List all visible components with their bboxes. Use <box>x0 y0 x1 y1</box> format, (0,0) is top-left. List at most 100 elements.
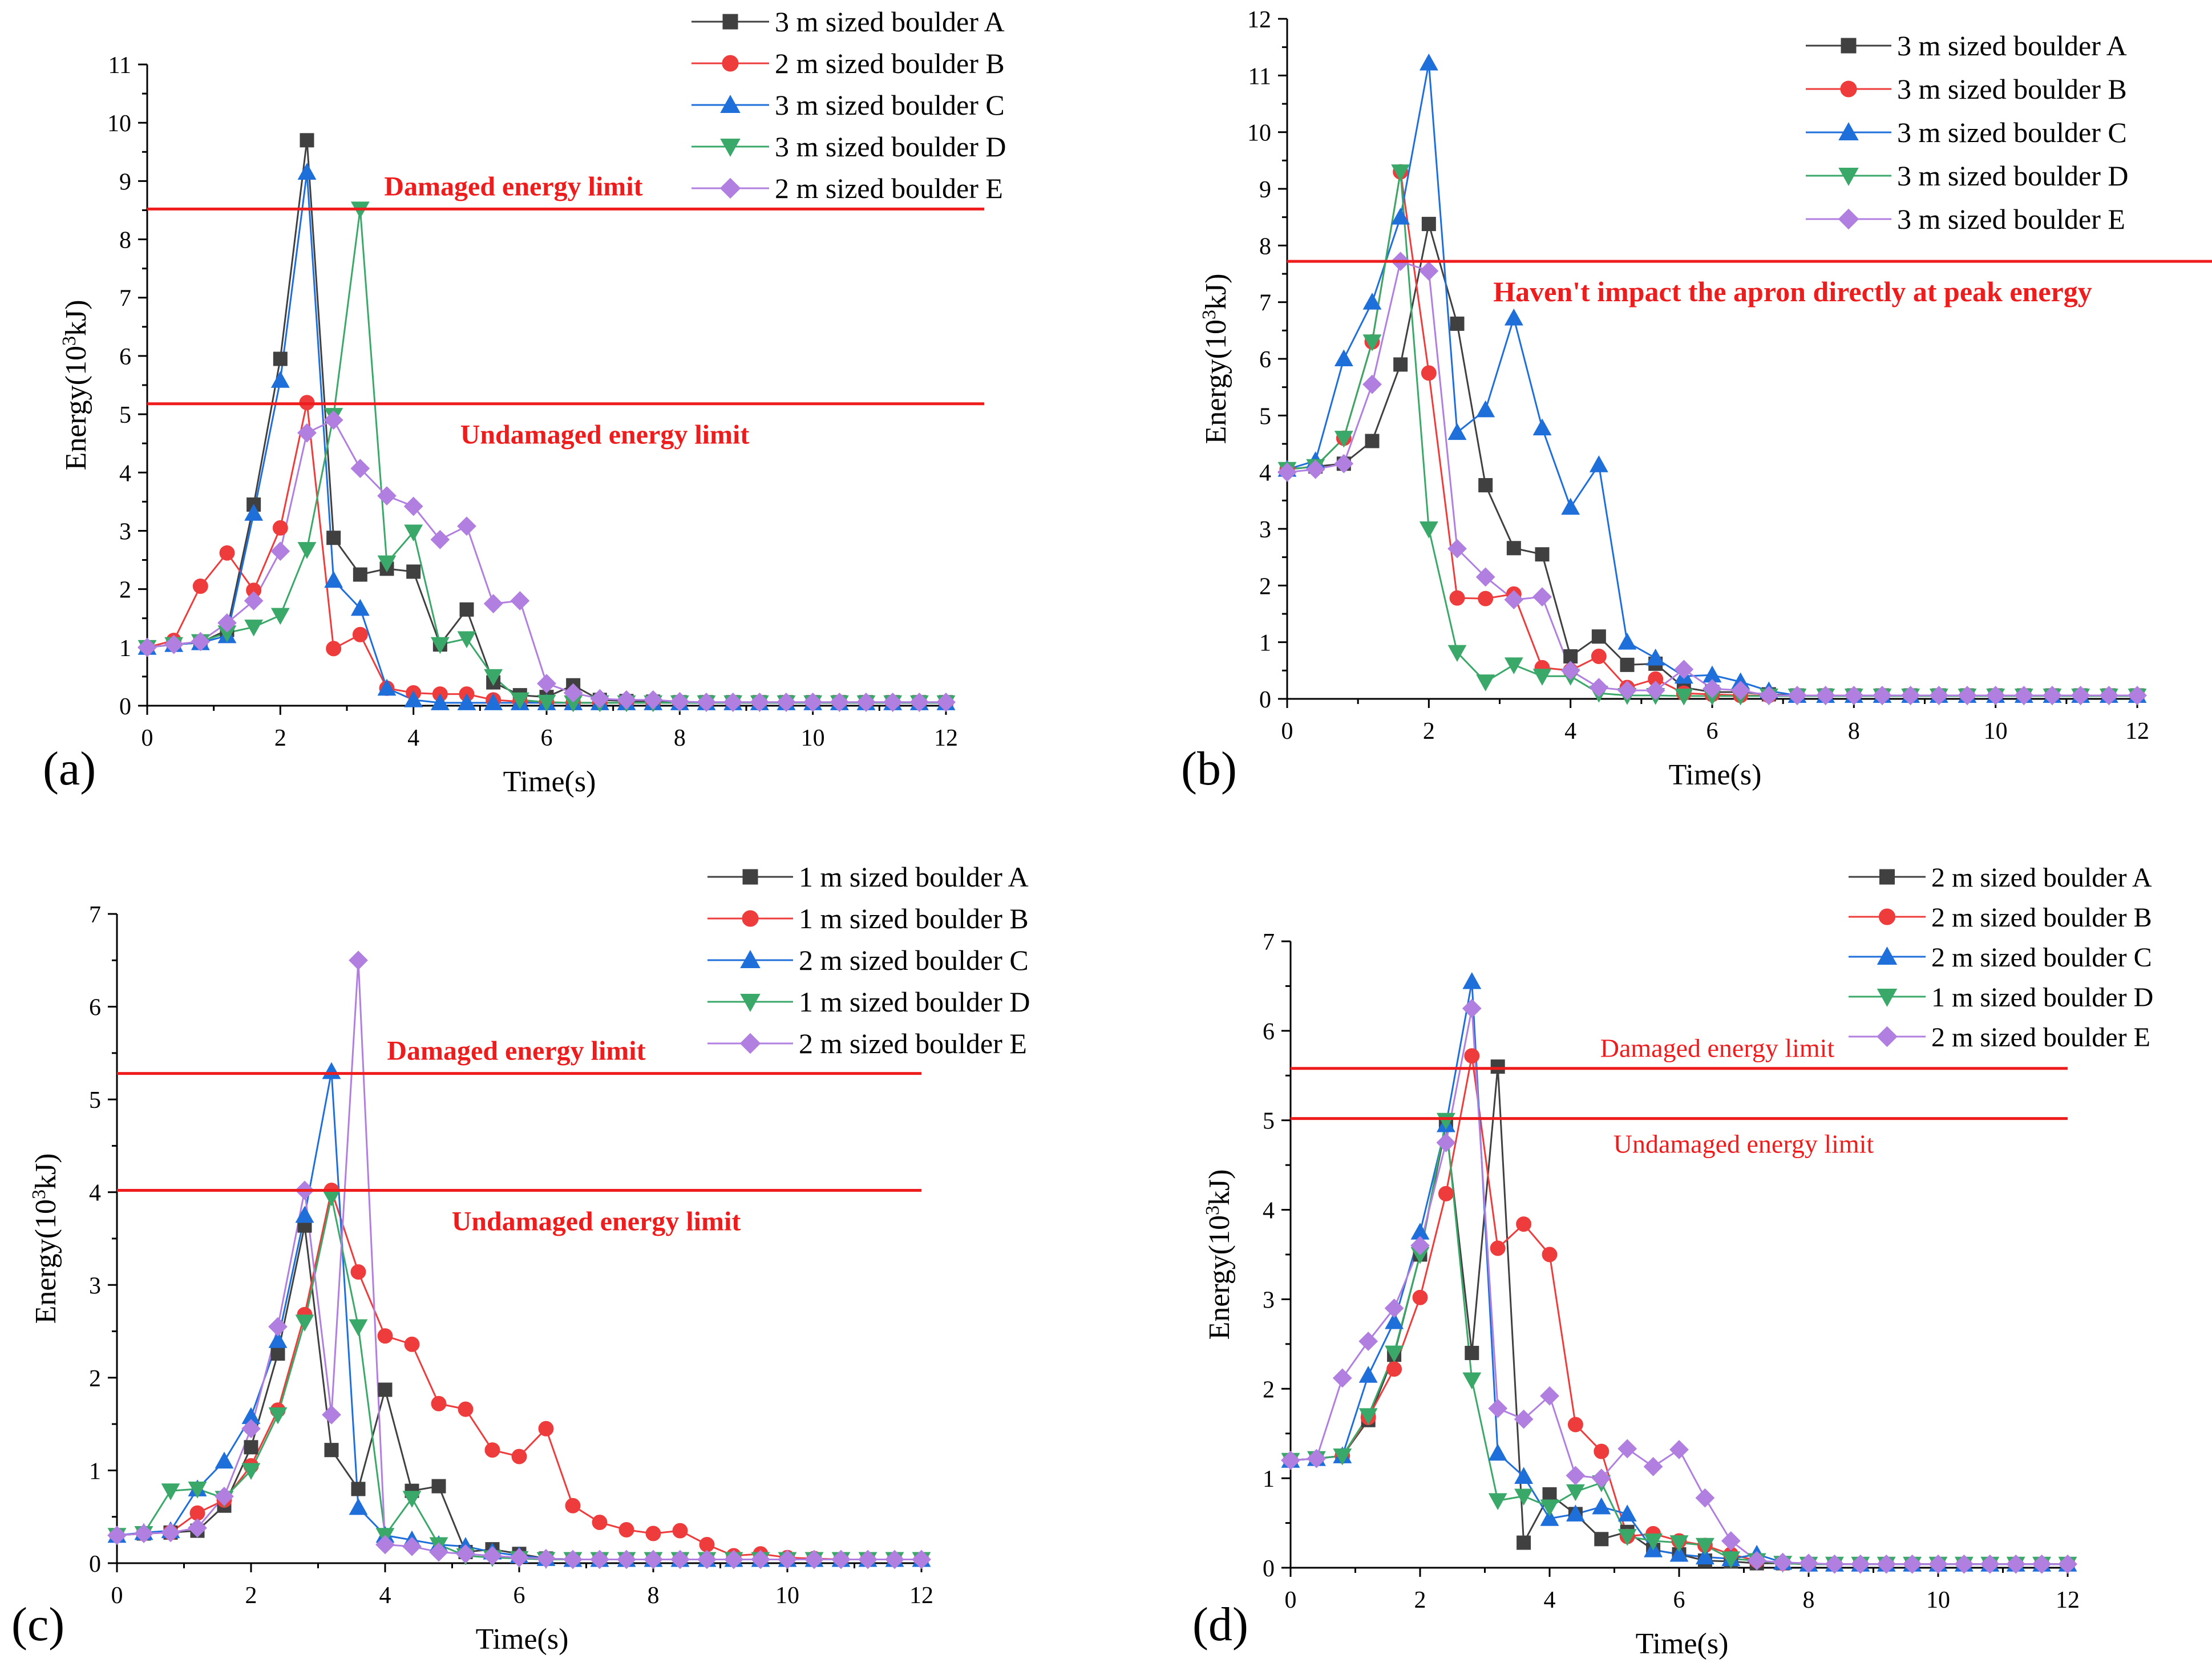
data-point-E <box>1873 686 1892 705</box>
data-point-D <box>1721 1551 1741 1568</box>
data-point-E <box>563 1549 583 1569</box>
data-point-E <box>1703 679 1722 699</box>
data-point-E <box>161 1523 180 1543</box>
data-point-D <box>1617 1529 1637 1546</box>
data-point-D <box>241 1463 261 1480</box>
data-point-A <box>1393 357 1408 372</box>
data-point-E <box>1475 567 1495 587</box>
data-point-C <box>1566 1504 1585 1522</box>
data-point-A <box>1517 1535 1531 1550</box>
data-point-C <box>1589 455 1608 472</box>
data-point-E <box>268 1317 288 1337</box>
y-axis-title-main: Energy(10 <box>60 346 92 471</box>
series-line-B <box>1287 171 2137 697</box>
y-tick-label: 6 <box>119 344 131 370</box>
x-axis-title: Time(s) <box>503 766 596 798</box>
x-tick-label: 8 <box>1803 1587 1815 1613</box>
data-point-E <box>1617 681 1637 701</box>
data-point-E <box>883 692 903 712</box>
data-point-B <box>511 1448 527 1464</box>
data-point-E <box>297 423 317 443</box>
limit-label: Undamaged energy limit <box>452 1206 741 1236</box>
x-tick-label: 2 <box>1423 718 1435 745</box>
data-point-B <box>272 520 288 536</box>
data-point-C <box>1617 633 1637 650</box>
data-point-E <box>457 516 476 536</box>
data-point-E <box>1954 1554 1974 1574</box>
data-point-E <box>1985 686 2005 705</box>
legend-label: 3 m sized boulder C <box>775 89 1005 121</box>
data-point-E <box>537 674 556 694</box>
data-point-C <box>377 678 397 696</box>
data-point-E <box>1958 686 1977 705</box>
legend-marker-E <box>1838 208 1859 230</box>
data-point-E <box>107 1526 127 1545</box>
x-tick-label: 2 <box>1414 1587 1426 1613</box>
data-point-D <box>161 1483 180 1500</box>
y-tick-label: 5 <box>1263 1108 1275 1135</box>
y-tick-label: 8 <box>1259 233 1271 260</box>
data-point-A <box>1450 316 1465 331</box>
data-point-E <box>483 1546 502 1565</box>
series-line-B <box>116 1187 921 1560</box>
legend-label: 1 m sized boulder D <box>1931 982 2153 1013</box>
data-point-E <box>217 613 237 633</box>
data-point-C <box>1488 1443 1507 1461</box>
data-point-A <box>326 531 341 545</box>
data-point-B <box>1438 1185 1454 1201</box>
data-point-E <box>1277 462 1297 482</box>
data-point-C <box>1462 972 1482 989</box>
series-line-A <box>116 1225 921 1560</box>
y-tick-label: 4 <box>1259 460 1271 487</box>
limit-label: Undamaged energy limit <box>460 420 750 450</box>
data-point-E <box>830 692 850 712</box>
legend-label: 3 m sized boulder A <box>775 6 1005 38</box>
data-point-C <box>1617 1504 1637 1522</box>
chart-panel-c: 0 2 4 6 8 10 1201234567Time(s)Energy(103kJ)(c)… <box>11 861 1030 1656</box>
data-point-C <box>1504 308 1523 326</box>
x-axis-title: Time(s) <box>1636 1628 1729 1660</box>
data-point-C <box>1391 208 1410 225</box>
legend-marker-E <box>1877 1026 1898 1047</box>
x-tick-label: 4 <box>1564 718 1576 745</box>
data-point-E <box>2071 686 2090 705</box>
data-point-B <box>618 1522 634 1537</box>
data-point-D <box>1391 164 1410 181</box>
data-point-E <box>188 1518 207 1538</box>
data-point-E <box>885 1549 904 1569</box>
x-tick-label: 10 <box>1926 1587 1950 1613</box>
data-point-D <box>1669 1535 1689 1552</box>
data-point-D <box>1514 1488 1534 1506</box>
data-point-C <box>484 693 503 710</box>
panel-label: (b) <box>1181 742 1237 795</box>
data-point-B <box>484 1442 500 1458</box>
x-tick-label: 6 <box>513 1583 525 1609</box>
data-point-E <box>1436 1133 1456 1152</box>
data-point-A <box>431 1479 446 1494</box>
y-tick-label: 2 <box>89 1366 101 1392</box>
data-point-D <box>1385 1345 1404 1363</box>
data-point-E <box>403 496 423 516</box>
legend-marker-E <box>719 177 741 199</box>
series-line-E <box>1287 260 2137 697</box>
data-point-E <box>244 591 264 610</box>
data-point-C <box>244 504 264 521</box>
legend-marker-B <box>1878 908 1896 925</box>
legend-label: 2 m sized boulder C <box>799 944 1029 976</box>
data-point-E <box>936 692 956 712</box>
data-point-A <box>1542 1487 1557 1502</box>
x-tick-label: 8 <box>674 725 686 751</box>
data-point-C <box>297 163 317 180</box>
legend-marker-D <box>1838 167 1859 186</box>
y-tick-label: 4 <box>89 1180 101 1207</box>
data-point-D <box>1674 689 1693 706</box>
data-point-C <box>1669 1544 1689 1562</box>
data-point-E <box>1334 454 1354 474</box>
legend-marker-D <box>720 138 741 157</box>
data-point-B <box>326 641 342 657</box>
data-point-A <box>1478 478 1493 493</box>
data-point-D <box>1476 674 1495 691</box>
x-tick-label: 12 <box>909 1583 933 1609</box>
data-point-E <box>349 950 368 970</box>
y-tick-label: 6 <box>1263 1019 1275 1045</box>
